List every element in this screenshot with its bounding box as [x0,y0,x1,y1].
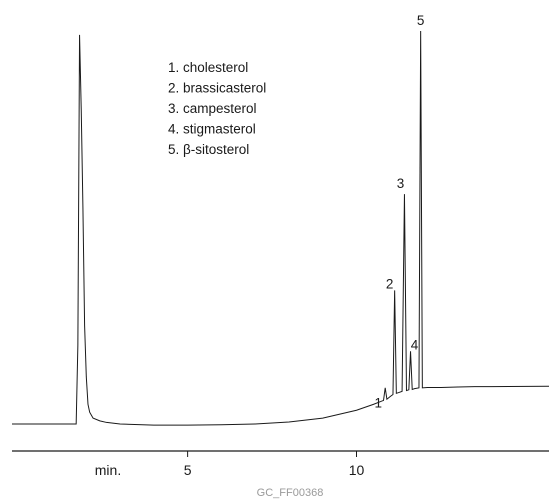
peak-label-5: 5 [417,13,425,28]
peak-label-4: 4 [411,337,419,352]
figure-code: GC_FF00368 [257,487,324,499]
compound-legend: 1. cholesterol 2. brassicasterol 3. campes… [168,60,266,157]
peak-label-1: 1 [374,395,382,410]
x-tick-label: 10 [349,462,365,478]
peak-label-3: 3 [397,176,405,191]
legend-item: 5. β-sitosterol [168,142,249,157]
chromatogram-trace [12,30,550,426]
x-axis-unit-label: min. [95,462,121,478]
legend-item: 4. stigmasterol [168,122,256,137]
x-tick-label: 5 [184,462,192,478]
peak-labels: 1 2 3 4 5 [374,13,424,410]
legend-item: 1. cholesterol [168,60,248,75]
peak-label-2: 2 [386,276,394,291]
legend-item: 3. campesterol [168,101,257,116]
x-axis-ticks: 5 10 [184,451,365,478]
legend-item: 2. brassicasterol [168,81,266,96]
